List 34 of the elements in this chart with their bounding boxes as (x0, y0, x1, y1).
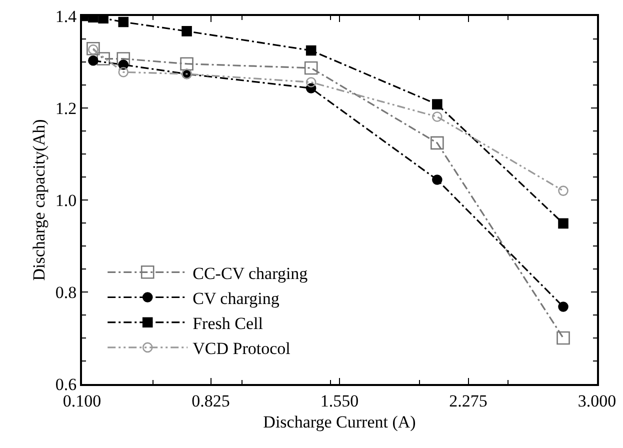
y-axis-title: Discharge capacity(Ah) (29, 119, 48, 281)
legend-label: CV charging (192, 288, 280, 308)
x-tick-label: 3.000 (578, 391, 616, 410)
point (558, 186, 568, 196)
point (558, 302, 568, 312)
x-tick-label: 0.825 (192, 391, 230, 410)
y-tick-label: 0.8 (55, 282, 77, 302)
y-tick-label: 1.4 (55, 6, 78, 26)
y-tick-label: 1.2 (55, 98, 77, 118)
legend-label: CC-CV charging (192, 264, 308, 283)
point (88, 55, 98, 66)
y-tick-label: 1.0 (55, 190, 77, 210)
point (96, 52, 110, 66)
point (306, 45, 316, 56)
y-tick-label: 0.6 (55, 374, 77, 394)
point (116, 52, 130, 66)
point (182, 26, 192, 36)
point (432, 112, 442, 122)
legend-label: Fresh Cell (192, 314, 264, 333)
x-tick-label: 0.100 (62, 391, 102, 410)
point (430, 136, 444, 150)
x-tick-label: 1.550 (320, 391, 359, 410)
point (118, 16, 129, 28)
point (432, 174, 442, 185)
point (556, 331, 570, 345)
point (180, 57, 194, 70)
point (558, 218, 568, 229)
x-axis-title: Discharge Current (A) (263, 412, 416, 432)
point (432, 99, 442, 110)
legend-label: VCD Protocol (192, 339, 291, 358)
x-tick-label: 2.275 (449, 391, 488, 410)
point (118, 66, 129, 78)
point (306, 77, 316, 88)
point (304, 61, 318, 75)
